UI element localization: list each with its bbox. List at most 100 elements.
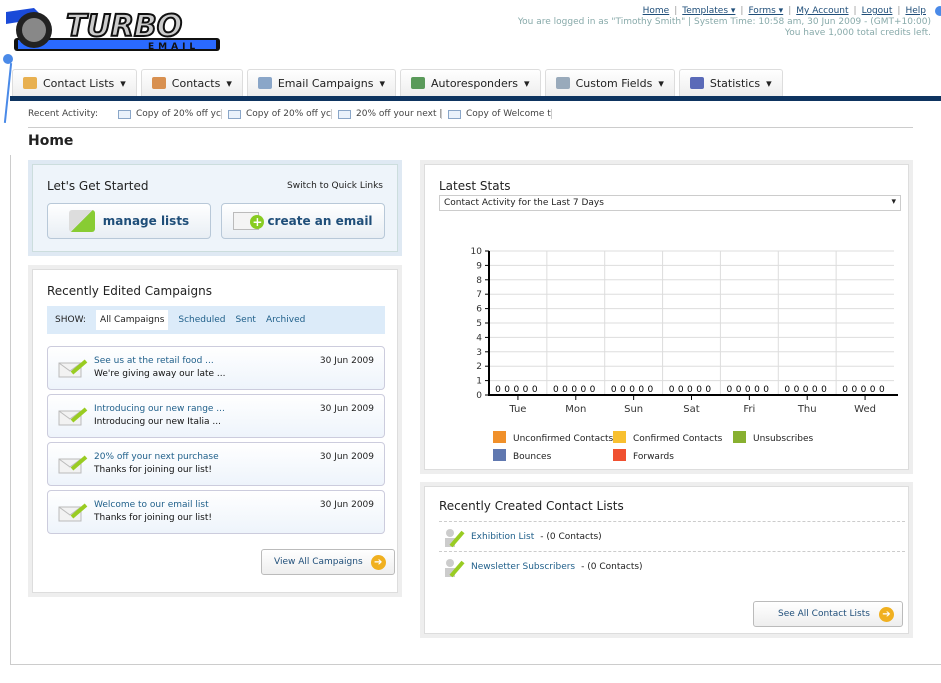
- switch-quick-links-link[interactable]: Switch to Quick Links: [287, 181, 383, 191]
- svg-text:EMAIL: EMAIL: [148, 42, 199, 52]
- data-label: 0: [629, 385, 635, 395]
- y-tick-label: 2: [476, 362, 482, 372]
- recent-activity-item[interactable]: Copy of 20% off yc: [222, 109, 333, 119]
- contact-list-icon: [445, 558, 465, 577]
- see-all-contact-lists-button[interactable]: See All Contact Lists ➔: [753, 601, 903, 627]
- stats-period-select[interactable]: Contact Activity for the Last 7 Days ▾: [439, 195, 901, 211]
- legend-label: Confirmed Contacts: [633, 434, 723, 444]
- data-label: 0: [581, 385, 587, 395]
- decor-dot: [935, 6, 941, 16]
- recent-activity-item[interactable]: Copy of 20% off yc: [112, 109, 223, 119]
- separator: |: [788, 6, 792, 16]
- top-link-0[interactable]: Home: [642, 6, 670, 16]
- campaign-title[interactable]: See us at the retail food ...: [94, 356, 214, 366]
- campaign-item[interactable]: See us at the retail food ... We're givin…: [47, 346, 385, 390]
- arrow-right-icon: ➔: [370, 554, 386, 570]
- nav-tab-4[interactable]: Custom Fields ▾: [544, 69, 675, 96]
- y-tick-label: 3: [476, 348, 482, 358]
- data-label: 0: [870, 385, 876, 395]
- contacts-pencil-icon: [68, 210, 95, 232]
- manage-lists-button[interactable]: manage lists: [47, 203, 211, 239]
- filter-sent[interactable]: Sent: [235, 315, 256, 325]
- contact-list-item: Newsletter Subscribers - (0 Contacts): [439, 551, 905, 581]
- campaign-title[interactable]: Welcome to our email list: [94, 500, 209, 510]
- recent-activity-text: 20% off your next |: [356, 109, 443, 119]
- data-label: 0: [745, 385, 751, 395]
- campaign-subject: Introducing our new Italia ...: [94, 417, 221, 427]
- top-link-4[interactable]: Logout: [861, 6, 893, 16]
- campaign-title[interactable]: Introducing our new range ...: [94, 404, 225, 414]
- top-link-3[interactable]: My Account: [796, 6, 849, 16]
- divider: [28, 127, 913, 128]
- nav-tab-2[interactable]: Email Campaigns ▾: [246, 69, 397, 96]
- nav-tab-0[interactable]: Contact Lists ▾: [12, 69, 137, 96]
- nav-tab-5[interactable]: Statistics ▾: [678, 69, 783, 96]
- x-tick-label: Sun: [624, 404, 643, 415]
- data-label: 0: [571, 385, 577, 395]
- data-label: 0: [879, 385, 885, 395]
- data-label: 0: [821, 385, 827, 395]
- nav-tab-label: Autoresponders: [431, 76, 519, 90]
- data-label: 0: [861, 385, 867, 395]
- turbo-email-logo: TURBO EMAIL: [6, 8, 220, 52]
- data-label: 0: [562, 385, 568, 395]
- show-label: SHOW:: [55, 315, 86, 325]
- recent-contact-lists-panel: Recently Created Contact Lists Exhibitio…: [420, 482, 913, 638]
- top-link-1[interactable]: Templates ▾: [682, 6, 736, 16]
- main-nav: Contact Lists ▾ Contacts ▾ Email Campaigns ▾ A…: [12, 69, 783, 96]
- filter-scheduled[interactable]: Scheduled: [178, 315, 226, 325]
- caret-down-icon: ▾: [766, 76, 772, 90]
- separator: |: [897, 6, 901, 16]
- data-label: 0: [513, 385, 519, 395]
- nav-tab-1[interactable]: Contacts ▾: [140, 69, 243, 96]
- stats-period-value: Contact Activity for the Last 7 Days: [444, 198, 604, 208]
- campaign-item[interactable]: Welcome to our email list Thanks for join…: [47, 490, 385, 534]
- filter-all-campaigns[interactable]: All Campaigns: [95, 310, 169, 330]
- contact-list-link[interactable]: Exhibition List: [471, 531, 535, 542]
- data-label: 0: [784, 385, 790, 395]
- data-label: 0: [754, 385, 760, 395]
- recent-campaigns-title: Recently Edited Campaigns: [47, 284, 212, 298]
- data-label: 0: [669, 385, 675, 395]
- y-tick-label: 1: [476, 377, 482, 387]
- view-all-campaigns-label: View All Campaigns: [274, 557, 363, 567]
- recent-activity-item[interactable]: 20% off your next |: [332, 109, 443, 119]
- campaign-item[interactable]: Introducing our new range ... Introducing…: [47, 394, 385, 438]
- envelope-plus-icon: +: [233, 212, 265, 230]
- x-tick-label: Wed: [854, 404, 876, 415]
- create-email-button[interactable]: + create an email: [221, 203, 385, 239]
- nav-tab-label: Contact Lists: [43, 76, 115, 90]
- campaign-date: 30 Jun 2009: [319, 404, 374, 414]
- recent-activity-item[interactable]: Copy of Welcome tc: [442, 109, 553, 119]
- envelope-icon: [228, 109, 242, 119]
- autoresponder-icon: [411, 77, 426, 89]
- envelope-icon: [257, 77, 272, 89]
- filter-archived[interactable]: Archived: [265, 315, 306, 325]
- decor-line: [3, 63, 13, 123]
- arrow-right-icon: ➔: [879, 606, 894, 622]
- login-info: You are logged in as "Timothy Smith" | S…: [517, 17, 931, 27]
- envelope-icon: [118, 109, 132, 119]
- data-label: 0: [763, 385, 769, 395]
- top-link-5[interactable]: Help: [905, 6, 926, 16]
- y-tick-label: 9: [476, 261, 482, 271]
- campaign-title[interactable]: 20% off your next purchase: [94, 452, 219, 462]
- caret-down-icon: ▾: [226, 76, 232, 90]
- legend-swatch: [613, 449, 626, 461]
- top-link-2[interactable]: Forms ▾: [748, 6, 784, 16]
- data-label: 0: [553, 385, 559, 395]
- campaign-item[interactable]: 20% off your next purchase Thanks for joi…: [47, 442, 385, 486]
- data-label: 0: [705, 385, 711, 395]
- recent-activity-label: Recent Activity:: [28, 109, 99, 119]
- data-label: 0: [803, 385, 809, 395]
- nav-tab-3[interactable]: Autoresponders ▾: [400, 69, 541, 96]
- view-all-campaigns-button[interactable]: View All Campaigns ➔: [261, 549, 395, 575]
- contact-list-link[interactable]: Newsletter Subscribers: [471, 561, 576, 572]
- envelope-icon: [338, 109, 352, 119]
- dropdown-arrow-icon: ▾: [891, 197, 896, 207]
- envelope-icon: [448, 109, 462, 119]
- x-tick-label: Mon: [565, 404, 586, 415]
- top-links: Home | Templates ▾ | Forms ▾ | My Account | Logo…: [518, 6, 931, 39]
- campaign-subject: Thanks for joining our list!: [94, 513, 213, 523]
- nav-tab-label: Custom Fields: [575, 76, 653, 90]
